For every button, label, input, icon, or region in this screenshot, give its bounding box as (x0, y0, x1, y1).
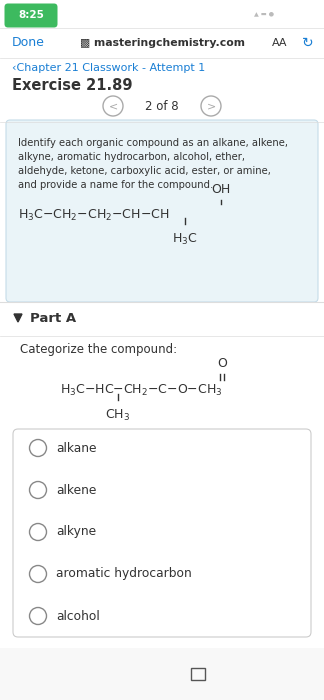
Text: Done: Done (12, 36, 45, 50)
Text: H$_3$C$-$CH$_2$$-$CH$_2$$-$CH$-$CH: H$_3$C$-$CH$_2$$-$CH$_2$$-$CH$-$CH (18, 207, 169, 223)
Polygon shape (14, 314, 22, 322)
Text: alcohol: alcohol (56, 610, 100, 622)
Text: H$_3$C$-$HC$-$CH$_2$$-$C$-$O$-$CH$_3$: H$_3$C$-$HC$-$CH$_2$$-$C$-$O$-$CH$_3$ (60, 382, 223, 398)
Text: <: < (108, 101, 118, 111)
Text: alkane: alkane (56, 442, 97, 454)
Text: ↻: ↻ (302, 36, 314, 50)
FancyBboxPatch shape (6, 120, 318, 302)
Text: Exercise 21.89: Exercise 21.89 (12, 78, 133, 94)
Text: Categorize the compound:: Categorize the compound: (20, 344, 177, 356)
Text: >: > (92, 663, 108, 681)
Text: OH: OH (211, 183, 231, 196)
Text: >: > (206, 101, 216, 111)
Text: 2 of 8: 2 of 8 (145, 99, 179, 113)
Text: H$_3$C: H$_3$C (172, 232, 198, 247)
Text: AA: AA (272, 38, 288, 48)
Text: and provide a name for the compound.: and provide a name for the compound. (18, 180, 213, 190)
Text: aromatic hydrocarbon: aromatic hydrocarbon (56, 568, 192, 580)
Text: alkyne, aromatic hydrocarbon, alcohol, ether,: alkyne, aromatic hydrocarbon, alcohol, e… (18, 152, 245, 162)
FancyBboxPatch shape (0, 648, 324, 700)
Text: ‹Chapter 21 Classwork - Attempt 1: ‹Chapter 21 Classwork - Attempt 1 (12, 63, 205, 73)
Text: ▲ ▬ ●: ▲ ▬ ● (254, 11, 274, 17)
FancyBboxPatch shape (13, 429, 311, 637)
Text: O: O (217, 357, 227, 370)
Text: ▩ masteringchemistry.com: ▩ masteringchemistry.com (79, 38, 245, 48)
FancyBboxPatch shape (5, 4, 57, 27)
Text: Part A: Part A (30, 312, 76, 325)
Text: alkyne: alkyne (56, 526, 96, 538)
Text: alkene: alkene (56, 484, 96, 496)
Text: ↑: ↑ (192, 665, 204, 679)
Text: <: < (17, 663, 32, 681)
Text: aldehyde, ketone, carboxylic acid, ester, or amine,: aldehyde, ketone, carboxylic acid, ester… (18, 166, 271, 176)
Text: 8:25: 8:25 (18, 10, 44, 20)
Text: Identify each organic compound as an alkane, alkene,: Identify each organic compound as an alk… (18, 138, 288, 148)
Text: ⦿: ⦿ (288, 663, 298, 681)
Text: CH$_3$: CH$_3$ (105, 408, 131, 423)
